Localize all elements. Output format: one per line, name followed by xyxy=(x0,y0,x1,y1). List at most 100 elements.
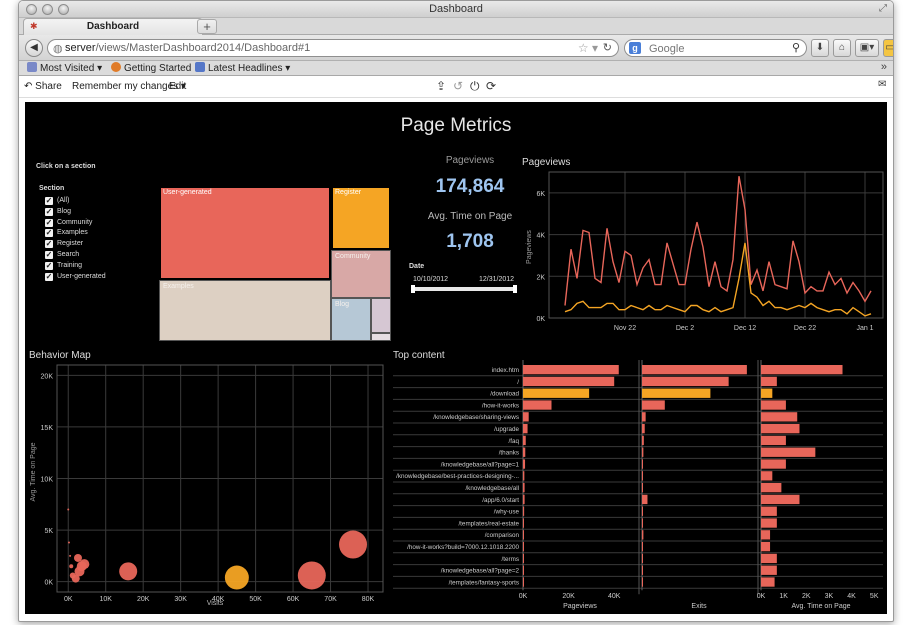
bar xyxy=(642,542,643,552)
section-option[interactable]: ✓ Search xyxy=(45,251,79,262)
url-text[interactable]: server/views/MasterDashboard2014/Dashboa… xyxy=(65,42,311,54)
extension-button[interactable]: ▭ xyxy=(883,39,893,57)
bar xyxy=(642,388,711,398)
scatter-frame xyxy=(56,364,384,593)
bar xyxy=(523,471,525,481)
checkbox-checked-icon[interactable]: ✓ xyxy=(45,228,53,238)
checkbox-checked-icon[interactable]: ✓ xyxy=(45,239,53,249)
bar xyxy=(761,471,773,481)
back-button[interactable]: ◀ xyxy=(25,39,43,57)
screen-capture-button[interactable]: ▣▾ xyxy=(855,39,879,57)
google-engine-icon[interactable]: g xyxy=(629,42,641,54)
checkbox-checked-icon[interactable]: ✓ xyxy=(45,196,53,205)
section-option[interactable]: ✓ (All) xyxy=(45,197,69,208)
downloads-button[interactable]: ⬇ xyxy=(811,39,829,57)
section-option-label: Training xyxy=(57,261,83,269)
treemap-cell-label: User-generated xyxy=(163,189,212,196)
bar xyxy=(761,494,800,505)
section-option[interactable]: ✓ Community xyxy=(45,217,92,230)
zoom-window-button[interactable] xyxy=(58,4,69,15)
scatter-point xyxy=(297,561,326,590)
bar xyxy=(642,553,643,564)
treemap-cell[interactable]: Examples xyxy=(159,280,331,341)
treemap-cell[interactable] xyxy=(371,333,391,341)
dashboard-canvas: Page Metrics Click on a section Section … xyxy=(25,102,887,614)
treemap-cell[interactable]: Community xyxy=(331,250,391,298)
treemap-cell[interactable]: Register xyxy=(331,186,391,250)
search-input[interactable]: Google xyxy=(649,43,685,55)
search-bar[interactable]: g Google ⚲ xyxy=(624,39,807,57)
bar xyxy=(642,577,643,587)
tab-dashboard[interactable]: ✱ Dashboard xyxy=(23,18,203,35)
scatter-y-tick: 5K xyxy=(44,528,53,535)
remember-changes-button[interactable]: Remember my changes ▾ xyxy=(72,81,186,92)
bookmark-star-icon[interactable]: ☆ ▾ xyxy=(577,41,598,55)
section-option[interactable]: ✓ User-generated xyxy=(45,271,106,284)
home-button[interactable]: ⌂ xyxy=(833,39,851,57)
bar-category-label: /comparison xyxy=(485,532,520,539)
search-icon[interactable]: ⚲ xyxy=(791,42,800,54)
bar xyxy=(761,435,786,446)
bar xyxy=(523,376,615,387)
power-icon[interactable]: ⏻ xyxy=(470,79,480,93)
bar-category-label: index.htm xyxy=(492,367,519,374)
bar xyxy=(761,577,775,587)
bookmark-most-visited[interactable]: Most Visited ▾ xyxy=(27,62,102,74)
section-option[interactable]: ✓ Register xyxy=(45,240,83,251)
line-chart-x-tick: Nov 22 xyxy=(614,325,636,332)
close-window-button[interactable] xyxy=(26,4,37,15)
revert-icon[interactable]: ↺ xyxy=(453,79,464,93)
reload-icon[interactable]: ↻ xyxy=(602,42,612,54)
bar xyxy=(523,424,528,434)
section-option[interactable]: ✓ Blog xyxy=(45,206,71,219)
section-option[interactable]: ✓ Training xyxy=(45,260,83,273)
window-title: Dashboard xyxy=(429,3,483,15)
new-tab-button[interactable]: + xyxy=(197,19,217,34)
bar xyxy=(523,459,526,469)
checkbox-checked-icon[interactable]: ✓ xyxy=(45,217,53,227)
bar xyxy=(523,553,524,564)
export-icon[interactable]: ⇪ xyxy=(436,79,447,93)
click-hint: Click on a section xyxy=(36,163,96,170)
date-end-handle[interactable] xyxy=(513,285,517,293)
url-bar[interactable]: ◍ server/views/MasterDashboard2014/Dashb… xyxy=(47,39,619,57)
date-filter-label: Date xyxy=(409,263,425,270)
bar-category-label: /knowledgebase/best-practices-designing-… xyxy=(396,473,519,480)
section-option-label: Examples xyxy=(57,229,88,237)
scatter-x-tick: 30K xyxy=(174,596,187,603)
bookmark-latest-headlines[interactable]: Latest Headlines ▾ xyxy=(195,62,290,74)
bookmark-getting-started[interactable]: Getting Started xyxy=(111,62,191,74)
checkbox-checked-icon[interactable]: ✓ xyxy=(45,260,53,270)
bar xyxy=(523,530,524,540)
checkbox-checked-icon[interactable]: ✓ xyxy=(45,271,53,281)
bar-category-label: / xyxy=(517,379,519,386)
scatter-x-label: Visits xyxy=(207,600,224,607)
bar xyxy=(642,424,645,434)
viz-toolbar: ↶ Share Remember my changes ▾ Edit ⇪ ↺ ⏻… xyxy=(19,76,893,98)
scatter-y-tick: 20K xyxy=(41,373,54,380)
bar xyxy=(642,565,643,575)
edit-button[interactable]: Edit xyxy=(169,81,187,92)
treemap-cell[interactable]: Blog xyxy=(331,298,371,341)
fullscreen-icon[interactable]: ⤢ xyxy=(879,3,887,14)
bar xyxy=(523,365,619,375)
date-range-slider[interactable] xyxy=(413,287,515,291)
checkbox-checked-icon[interactable]: ✓ xyxy=(45,206,53,216)
bar xyxy=(642,435,644,446)
section-option[interactable]: ✓ Examples xyxy=(45,229,88,240)
scatter-point xyxy=(224,565,249,590)
mail-icon[interactable]: ✉ xyxy=(878,79,887,90)
bar-category-label: /terms xyxy=(502,556,520,563)
minimize-window-button[interactable] xyxy=(42,4,53,15)
date-start-handle[interactable] xyxy=(411,285,415,293)
pageviews-kpi-label: Pageviews xyxy=(445,155,495,166)
treemap-cell[interactable] xyxy=(371,298,391,333)
refresh-icon[interactable]: ⟳ xyxy=(486,79,497,93)
share-button[interactable]: ↶ Share xyxy=(24,81,62,92)
treemap-cell-label: Community xyxy=(335,253,371,260)
checkbox-checked-icon[interactable]: ✓ xyxy=(45,250,53,259)
treemap-cell[interactable]: User-generated xyxy=(159,186,331,280)
line-chart-x-tick: Dec 12 xyxy=(734,325,756,332)
bar xyxy=(523,483,525,493)
more-bookmarks-icon[interactable]: » xyxy=(880,61,887,73)
